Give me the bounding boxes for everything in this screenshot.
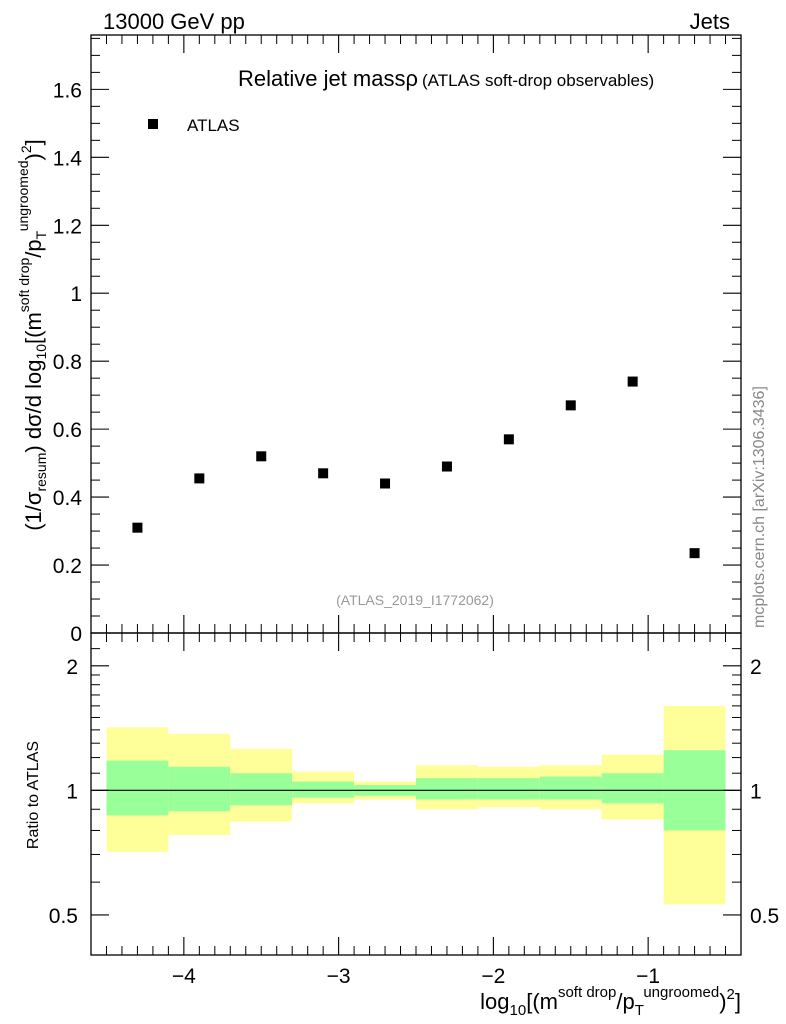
main-y-tick-label: 0.4 [53,487,83,510]
x-tick-label: −4 [172,965,196,988]
data-point [132,522,143,533]
data-point [380,478,391,489]
reference-tag: (ATLAS_2019_I1772062) [336,592,494,608]
main-y-tick-label: 1.6 [53,79,82,102]
main-y-axis: 0 0.2 0.4 0.6 0.8 1 1.2 1.4 1.6 [53,37,741,646]
watermark: mcplots.cern.ch [arXiv:1306.3436] [751,386,768,628]
ratio-y-axis-label: Ratio to ATLAS [25,741,42,849]
main-plot-panel: Relative jet massρ (ATLAS soft-drop obse… [15,34,742,646]
main-y-tick-label: 1.2 [53,215,82,238]
chart-title: Relative jet massρ [238,66,418,91]
ratio-y-tick-label-right: 1 [750,780,762,803]
main-y-tick-label: 1.4 [53,147,83,170]
main-y-tick-label: 0.6 [53,419,82,442]
band-inner [416,778,478,800]
ratio-y-tick-label-right: 0.5 [750,905,779,928]
chart-subtitle: (ATLAS soft-drop observables) [422,71,654,90]
data-point [441,461,452,472]
header-energy-label: 13000 GeV pp [103,9,245,34]
main-y-tick-label: 0.8 [53,351,82,374]
data-point [503,434,514,445]
main-y-tick-label: 0.2 [53,555,82,578]
band-inner [168,766,231,812]
ratio-y-tick-label: 0.5 [49,905,78,928]
ratio-y-tick-label: 1 [66,780,78,803]
data-point [318,468,329,479]
main-y-tick-label: 0 [70,623,82,646]
x-tick-label: −3 [327,965,351,988]
legend-label: ATLAS [187,116,240,135]
data-point [565,400,576,411]
data-series-atlas [132,376,700,559]
band-inner [106,760,169,816]
band-inner [601,773,664,804]
x-tick-label: −1 [636,965,660,988]
ratio-y-axis: 0.5 0.5 1 1 2 2 [49,632,779,956]
band-inner [292,781,355,798]
x-tick-label: −2 [481,965,505,988]
ratio-y-tick-label-right: 2 [750,656,762,679]
band-inner [477,778,540,800]
ratio-plot-frame [90,632,742,956]
data-point [627,376,638,387]
main-y-tick-label: 1 [70,283,82,306]
ratio-y-tick-label: 2 [66,656,78,679]
data-point [689,548,700,559]
data-point [256,451,267,462]
ratio-x-axis: −4 −3 −2 −1 [105,633,727,988]
band-inner [539,776,602,800]
main-y-axis-label: (1/σresum) dσ/d log10[(msoft drop/pTungr… [15,139,49,531]
uncertainty-bands [106,705,726,905]
header-category-label: Jets [690,9,730,34]
main-x-axis [105,35,727,633]
x-axis-label: log10[(msoft drop/pTungroomed)2] [480,984,741,1019]
ratio-plot-panel: 0.5 0.5 1 1 2 2 −4 −3 −2 −1 Ratio to ATLAS log10… [25,632,779,1019]
band-inner [230,773,293,806]
data-point [194,473,205,484]
legend-marker [148,119,158,129]
